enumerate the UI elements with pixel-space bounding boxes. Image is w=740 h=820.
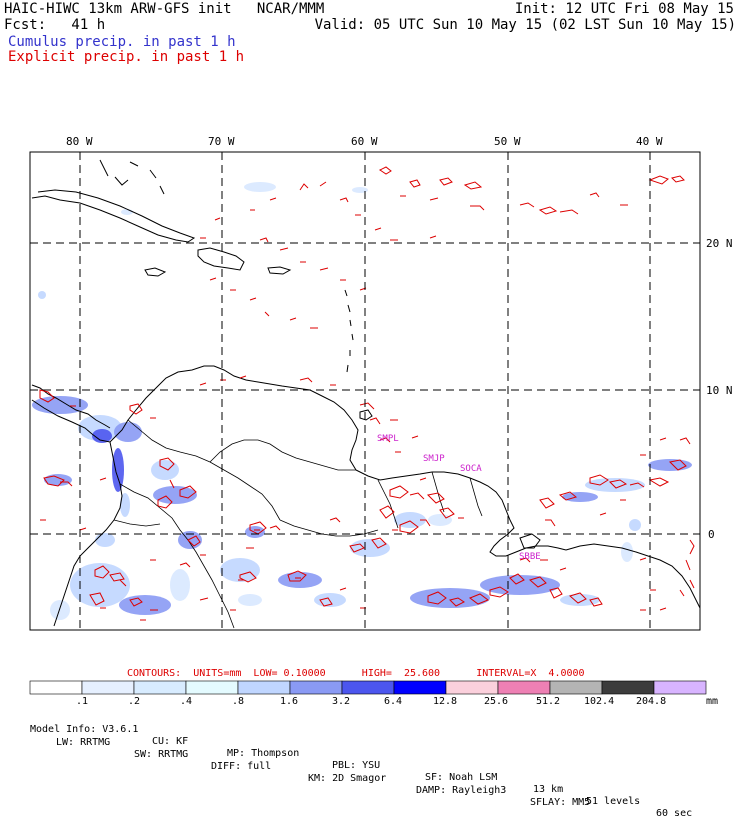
colorbar-swatch xyxy=(29,680,83,695)
colorbar-swatch xyxy=(653,680,707,695)
colorbar-label-10: 102.4 xyxy=(584,696,615,707)
colorbar-swatch xyxy=(341,680,395,695)
shortwave-scheme: SW: RRTMG xyxy=(134,749,189,760)
colorbar-label-5: 3.2 xyxy=(332,696,351,707)
explicit-legend: Explicit precip. in past 1 h xyxy=(8,49,245,65)
lon-label-70w: 70 W xyxy=(208,135,235,148)
longwave-scheme: LW: RRTMG xyxy=(56,737,111,748)
lat-label-20n: 20 N xyxy=(706,237,733,250)
colorbar-swatch xyxy=(393,680,447,695)
surface-layer: SFLAY: MM5 xyxy=(530,797,591,808)
diffusion-option: DIFF: full xyxy=(211,761,272,772)
explicit-precip-contours xyxy=(39,166,695,621)
colorbar xyxy=(29,680,707,695)
model-title: HAIC-HIWC 13km ARW-GFS init NCAR/MMM xyxy=(4,1,325,17)
colorbar-label-8: 25.6 xyxy=(484,696,509,707)
colorbar-label-1: .2 xyxy=(128,696,141,707)
cumulus-legend: Cumulus precip. in past 1 h xyxy=(8,34,236,50)
colorbar-label-4: 1.6 xyxy=(280,696,299,707)
cumulus-precip-areas xyxy=(32,182,692,620)
forecast-hour: Fcst: 41 h xyxy=(4,17,106,33)
station-label-smjp: SMJP xyxy=(423,454,445,464)
lon-label-40w: 40 W xyxy=(636,135,663,148)
contour-info: CONTOURS: UNITS=mm LOW= 0.10000 HIGH= 25… xyxy=(127,668,585,679)
colorbar-label-9: 51.2 xyxy=(536,696,561,707)
colorbar-label-7: 12.8 xyxy=(433,696,458,707)
colorbar-swatch xyxy=(549,680,603,695)
colorbar-swatch xyxy=(601,680,655,695)
graticule xyxy=(30,152,700,630)
cumulus-scheme: CU: KF xyxy=(152,736,189,747)
precip-map xyxy=(29,151,701,631)
colorbar-swatch xyxy=(185,680,239,695)
model-info-line2: LW: RRTMG SW: RRTMG DIFF: full KM: 2D Sm… xyxy=(30,725,730,808)
colorbar-swatch xyxy=(289,680,343,695)
colorbar-label-0: .1 xyxy=(76,696,89,707)
colorbar-swatch xyxy=(445,680,499,695)
microphysics-scheme: MP: Thompson xyxy=(227,748,300,759)
vertical-levels: 51 levels xyxy=(586,796,641,807)
lon-label-60w: 60 W xyxy=(351,135,378,148)
station-label-sbbe: SBBE xyxy=(519,552,541,562)
colorbar-label-11: 204.8 xyxy=(636,696,667,707)
init-time: Init: 12 UTC Fri 08 May 15 xyxy=(514,1,734,17)
lon-label-80w: 80 W xyxy=(66,135,93,148)
colorbar-label-2: .4 xyxy=(180,696,193,707)
time-step: 60 sec xyxy=(656,808,693,819)
station-label-smpl: SMPL xyxy=(377,434,399,444)
colorbar-unit: mm xyxy=(706,696,719,707)
model-version: Model Info: V3.6.1 xyxy=(30,724,139,735)
colorbar-swatch xyxy=(497,680,551,695)
surface-scheme: SF: Noah LSM xyxy=(425,772,498,783)
colorbar-label-6: 6.4 xyxy=(384,696,403,707)
valid-time: Valid: 05 UTC Sun 10 May 15 (02 LST Sun … xyxy=(314,17,736,33)
grid-spacing: 13 km xyxy=(533,784,564,795)
colorbar-swatch xyxy=(237,680,291,695)
colorbar-label-3: .8 xyxy=(232,696,245,707)
station-label-soca: SOCA xyxy=(460,464,482,474)
colorbar-swatch xyxy=(81,680,135,695)
eddy-coefficient: KM: 2D Smagor xyxy=(308,773,387,784)
colorbar-swatch xyxy=(133,680,187,695)
lat-label-equator: 0 xyxy=(708,528,715,541)
damping-option: DAMP: Rayleigh3 xyxy=(416,785,507,796)
pbl-scheme: PBL: YSU xyxy=(332,760,381,771)
lat-label-10n: 10 N xyxy=(706,384,733,397)
lon-label-50w: 50 W xyxy=(494,135,521,148)
model-info-line1: Model Info: V3.6.1 CU: KF MP: Thompson P… xyxy=(30,712,730,819)
